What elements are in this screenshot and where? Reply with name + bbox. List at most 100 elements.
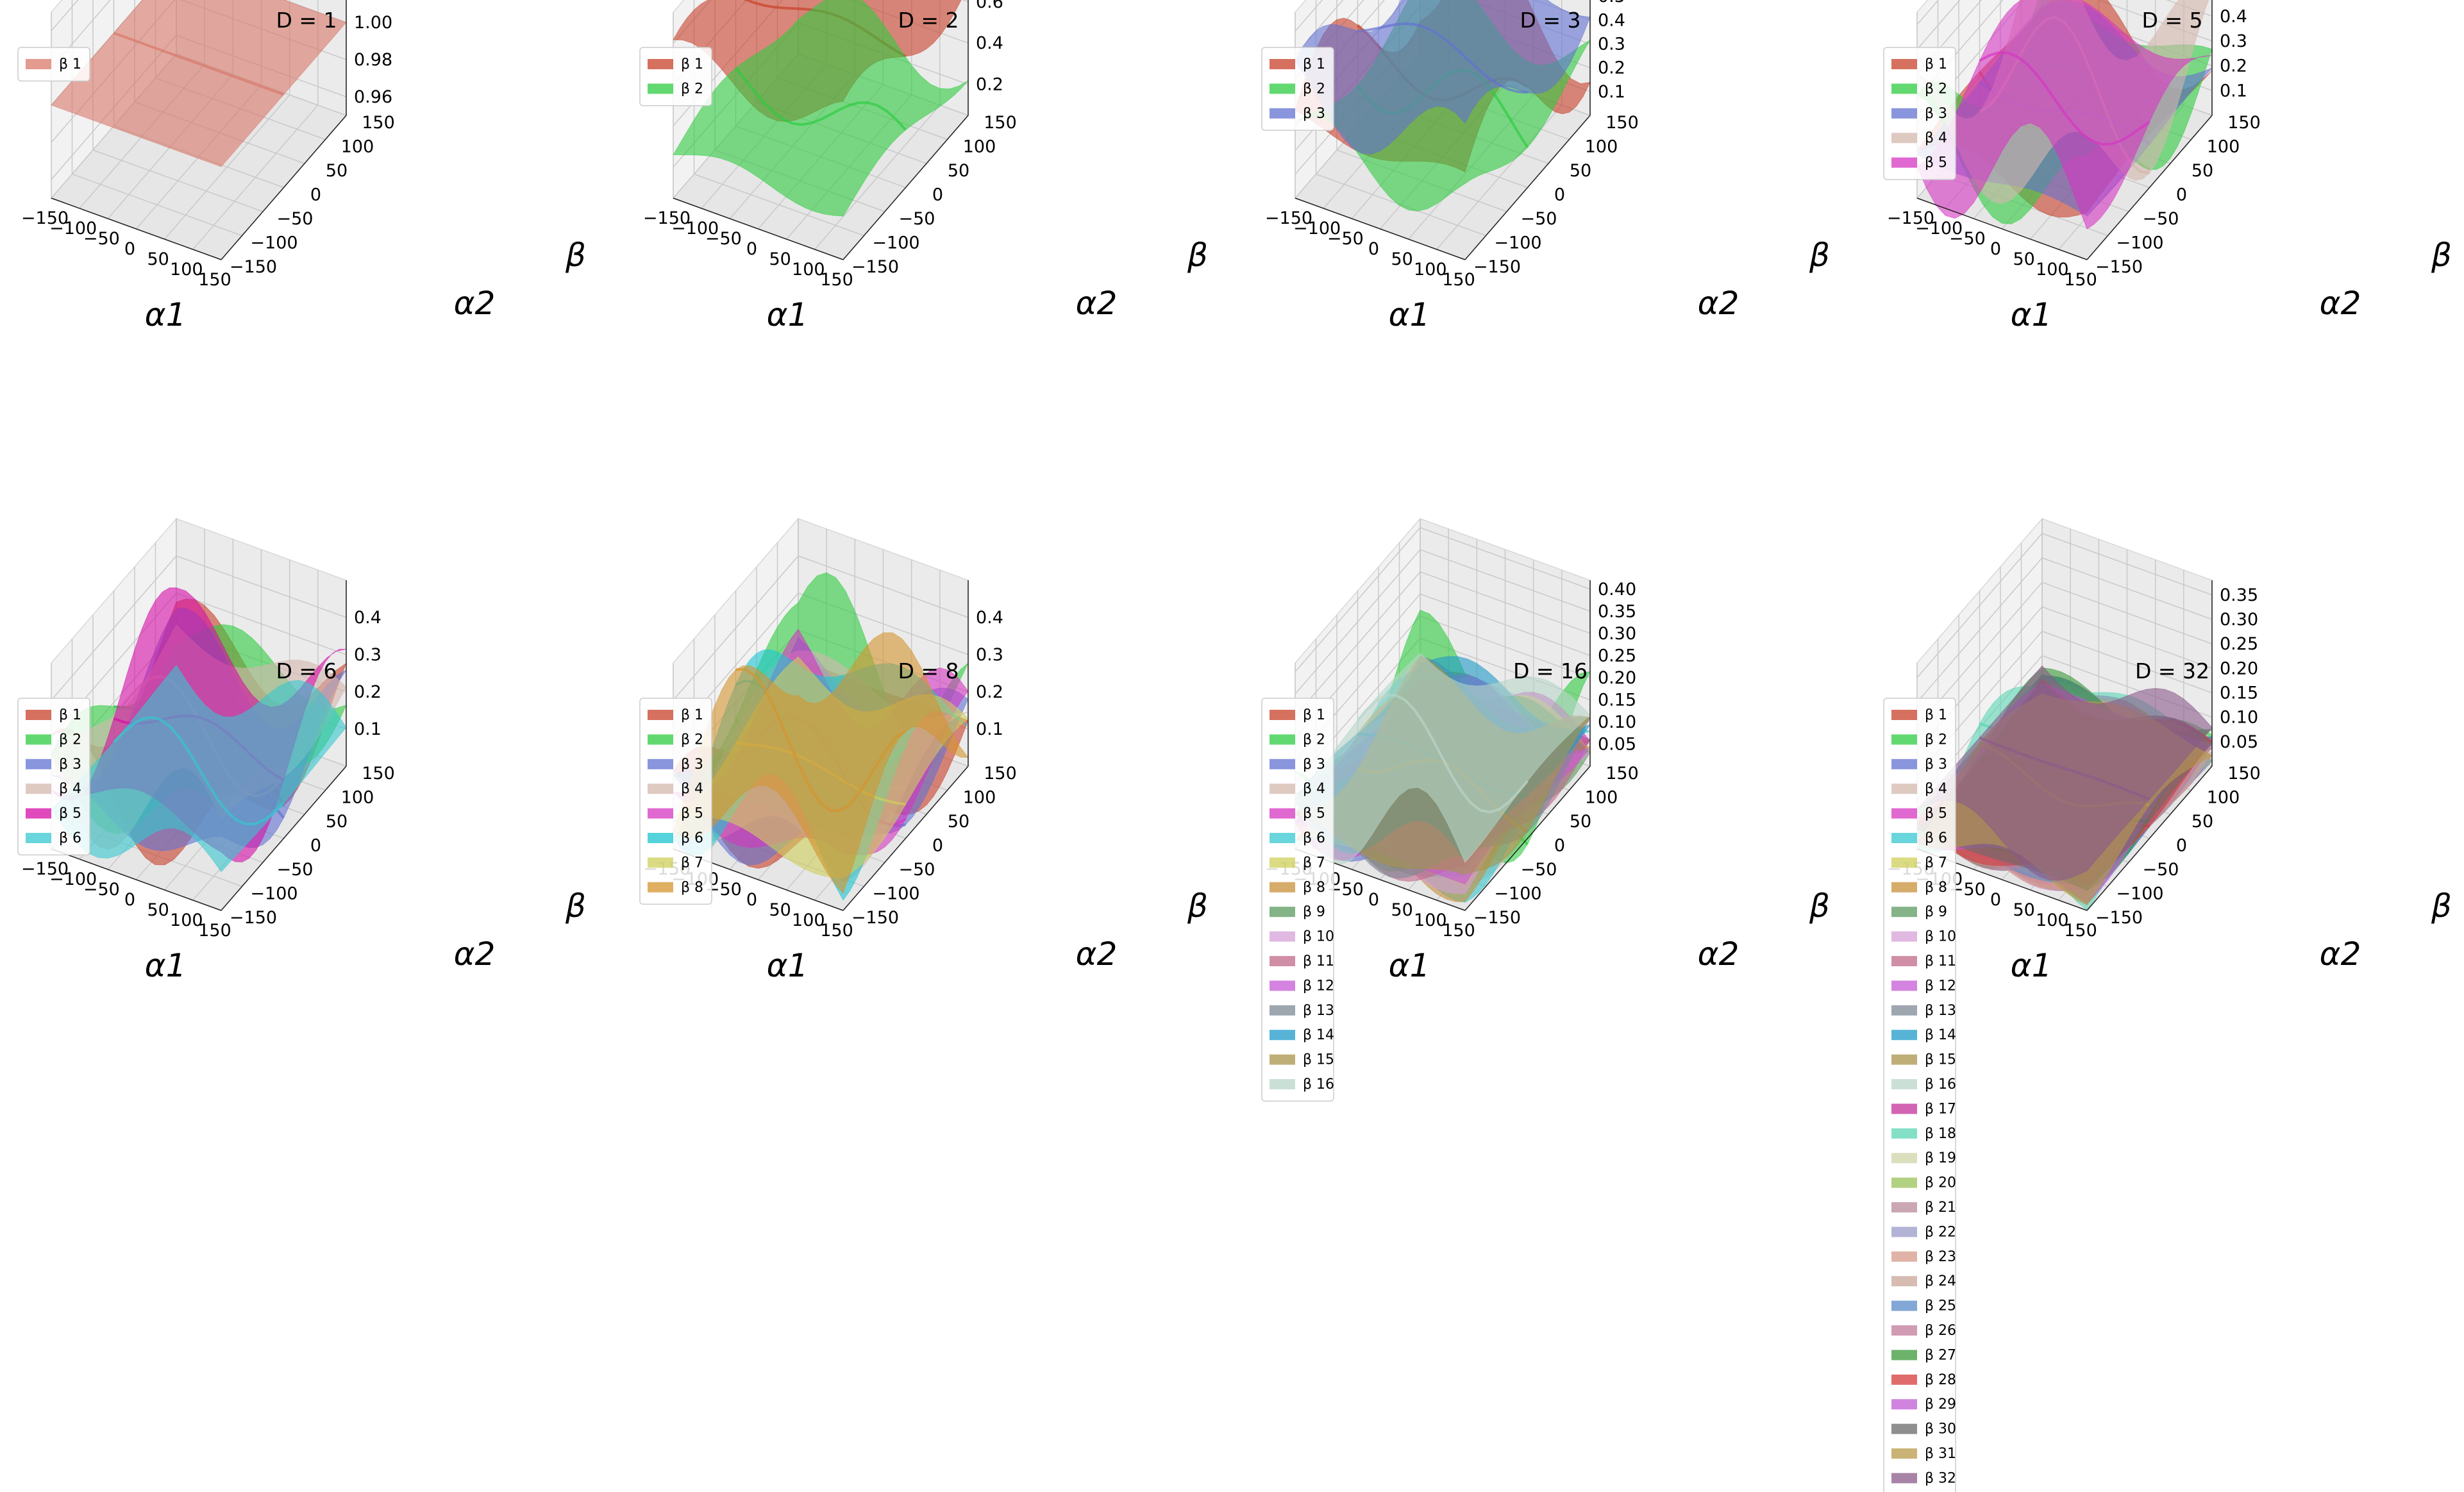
y-tick-label: 50 [326,161,348,181]
legend-entry: β 2 [1303,81,1325,97]
x-tick-label: 100 [2036,260,2069,280]
legend-swatch [1270,1079,1295,1089]
y-tick-label: −50 [1521,860,1557,880]
z-axis-label: β [565,887,586,925]
x-tick-label: −100 [671,219,719,239]
y-axis-line [842,115,969,260]
y-tick-label: 100 [2207,788,2240,808]
legend-entry: β 2 [681,732,703,748]
x-tick-label: 100 [792,910,825,930]
y-tick-label: −150 [851,908,899,928]
legend-entry: β 4 [1925,130,1947,146]
y-tick-label: −150 [1473,908,1521,928]
y-tick-label: 0 [310,836,321,856]
y-tick-label: −50 [277,209,314,229]
y-tick-label: 150 [362,764,395,784]
legend-entry: β 6 [1925,830,1947,846]
surface-ridge [1356,694,1529,814]
legend-entry: β 14 [1925,1027,1956,1043]
legend-swatch [1270,710,1295,720]
y-tick-label: 0 [932,836,943,856]
legend-swatch [1891,1350,1917,1361]
legend-entry: β 11 [1303,953,1334,969]
legend-entry: β 5 [1925,155,1947,171]
z-tick-label: 0.1 [1598,82,1625,102]
legend-entry: β 6 [681,830,703,846]
y-tick-label: −100 [872,233,919,253]
legend: β 1 β 2 β 3 β 4 β 5 β 6 [17,698,90,856]
z-tick-label: 0.1 [976,719,1003,739]
legend-entry: β 13 [1303,1003,1334,1019]
z-tick-label: 0.2 [976,75,1003,95]
legend-swatch [1270,833,1295,843]
x-tick-label: −50 [83,229,120,249]
legend-swatch [1891,1177,1917,1188]
legend-swatch [1270,980,1295,991]
grid-line [1916,606,2213,751]
legend-entry: β 26 [1925,1323,1956,1339]
z-tick-label: 0.25 [1598,646,1636,666]
legend-entry: β 18 [1925,1126,1956,1142]
z-tick-label: 0.96 [354,87,392,107]
legend-entry: β 23 [1925,1249,1956,1265]
panel-title: D = 5 [2141,8,2202,33]
legend-entry: β 25 [1925,1298,1956,1314]
x-tick-label: 150 [1442,921,1475,941]
legend-box [639,698,712,905]
y-tick-label: 50 [326,812,348,832]
x-axis-line [1295,197,1466,260]
x-tick-label: 100 [170,260,203,280]
legend-entry: β 6 [1303,830,1325,846]
z-tick-label: 0.20 [1598,668,1636,688]
z-tick-label: 0.3 [354,645,381,665]
legend-entry: β 5 [59,806,81,822]
y-axis-label: α2 [1698,935,1739,973]
z-tick-label: 0.10 [1598,712,1636,732]
legend-entry: β 3 [1303,757,1325,773]
x-tick-label: −150 [21,859,69,879]
z-tick-label: 0.3 [1598,34,1625,54]
x-axis-label: α1 [767,947,809,984]
surface-ridge [1979,736,2150,801]
legend-entry: β 14 [1303,1027,1334,1043]
y-tick-label: −50 [2143,860,2179,880]
legend: β 1 β 2 β 3 β 4 β 5 β 6 β 7 β 8 β 9 β 10 β 11 β 12 β… [1883,698,1956,1492]
z-tick-label: 0.05 [1598,734,1636,754]
x-tick-label: 50 [2013,249,2034,269]
y-axis-line [221,115,347,260]
z-tick-label: 0.35 [1598,601,1636,621]
legend-swatch [648,710,673,720]
legend-entry: β 16 [1925,1077,1956,1093]
y-tick-label: 0 [310,185,321,205]
x-axis-line [673,197,844,260]
x-tick-label: −150 [1265,208,1312,228]
z-tick-label: 0.05 [2220,732,2258,752]
panel-7: −150−100−50050100150−150−100−50050100150… [1261,517,1830,1102]
y-tick-label: 100 [2207,137,2240,157]
legend-entry: β 15 [1925,1052,1956,1068]
y-axis-label: α2 [1076,935,1118,973]
x-tick-label: 100 [1414,910,1447,930]
z-tick-label: 0.98 [354,50,392,70]
legend-entry: β 12 [1925,978,1956,994]
y-tick-label: 50 [1570,812,1591,832]
legend-entry: β 3 [59,757,81,773]
legend-swatch [1891,956,1917,966]
legend-entry: β 30 [1925,1421,1956,1438]
panel-title: D = 3 [1520,8,1580,33]
panel-title: D = 2 [898,8,959,33]
y-tick-label: −150 [851,257,899,277]
legend-entry: β 4 [1303,781,1325,797]
y-tick-label: −150 [2095,257,2143,277]
legend-entry: β 11 [1925,953,1956,969]
x-tick-label: 50 [147,249,169,269]
y-tick-label: −100 [1494,233,1541,253]
x-tick-label: 150 [820,270,853,290]
legend-swatch [648,734,673,745]
y-tick-label: 150 [984,764,1017,784]
y-tick-label: 150 [362,113,395,133]
x-tick-label: 150 [2064,270,2097,290]
x-axis-label: α1 [767,296,809,333]
panel-title: D = 32 [2135,658,2209,683]
z-tick-label: 0.1 [2220,81,2247,101]
